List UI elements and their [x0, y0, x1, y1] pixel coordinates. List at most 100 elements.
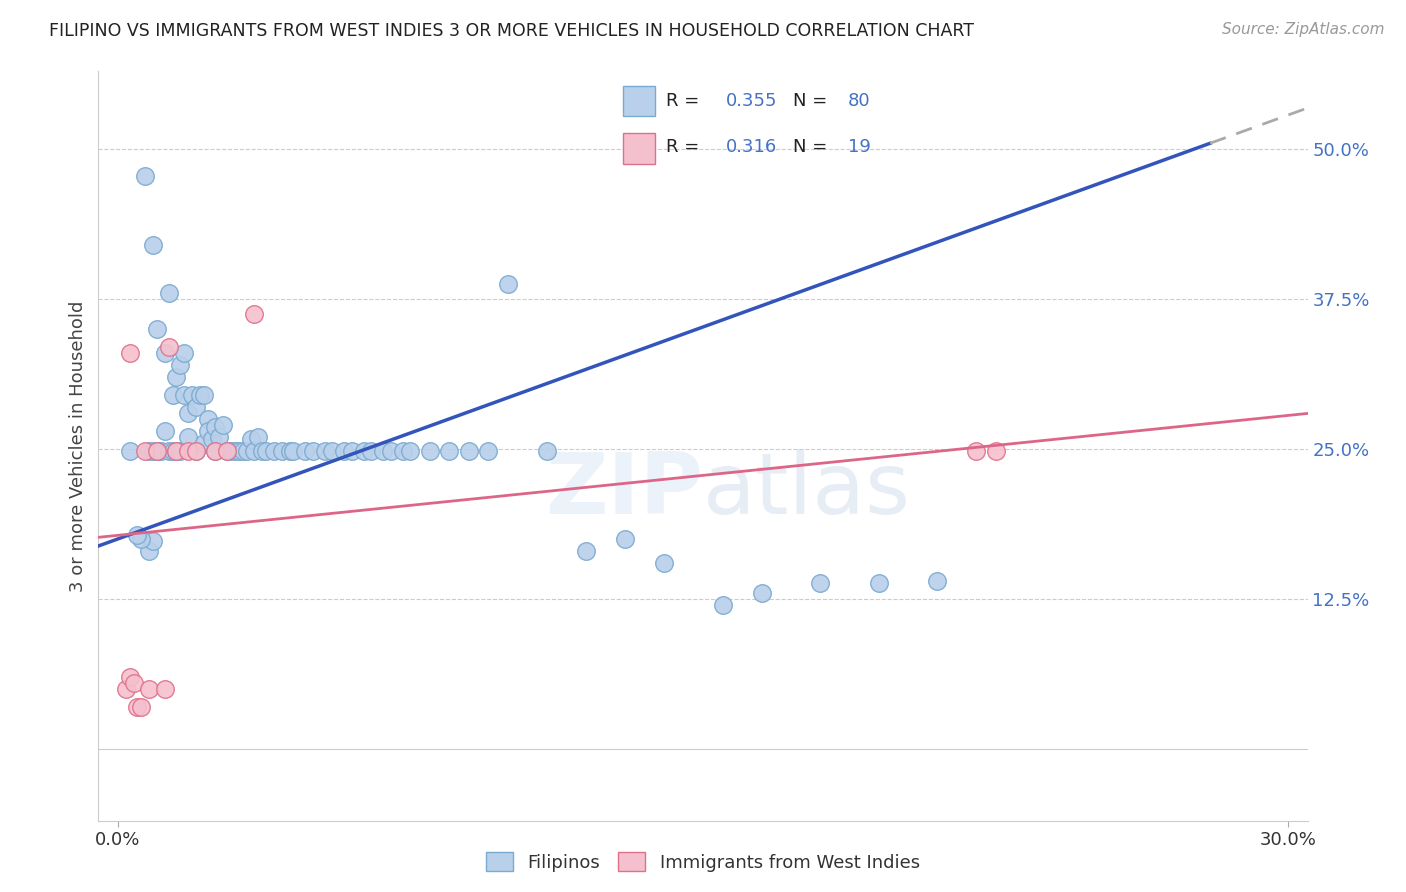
Point [984, 444, 1007, 458]
Point [122, 675, 145, 690]
Point [751, 586, 773, 600]
Text: R =: R = [666, 138, 706, 156]
Point [925, 574, 948, 588]
Point [204, 444, 226, 458]
Point [314, 444, 336, 458]
Point [200, 433, 222, 447]
Point [283, 444, 305, 458]
Point [142, 238, 165, 252]
Point [181, 388, 204, 402]
Point [118, 346, 141, 360]
Point [173, 346, 195, 360]
Point [184, 400, 207, 414]
Point [243, 444, 266, 458]
Text: FILIPINO VS IMMIGRANTS FROM WEST INDIES 3 OR MORE VEHICLES IN HOUSEHOLD CORRELAT: FILIPINO VS IMMIGRANTS FROM WEST INDIES … [49, 22, 974, 40]
Point [254, 444, 277, 458]
Point [114, 681, 136, 696]
Point [142, 444, 165, 458]
Point [477, 444, 499, 458]
Text: Source: ZipAtlas.com: Source: ZipAtlas.com [1222, 22, 1385, 37]
Legend: Filipinos, Immigrants from West Indies: Filipinos, Immigrants from West Indies [479, 846, 927, 879]
FancyBboxPatch shape [623, 133, 655, 163]
Point [652, 556, 675, 570]
Point [184, 444, 207, 458]
Point [157, 444, 180, 458]
Point [235, 444, 257, 458]
Point [458, 444, 481, 458]
Point [204, 444, 226, 458]
Point [157, 340, 180, 354]
Point [177, 444, 200, 458]
Point [391, 444, 413, 458]
Point [138, 681, 160, 696]
Point [294, 444, 316, 458]
Point [224, 444, 246, 458]
Point [127, 699, 149, 714]
Point [162, 388, 184, 402]
Point [252, 444, 274, 458]
Point [575, 544, 598, 558]
Point [614, 532, 637, 546]
Point [149, 444, 172, 458]
Point [868, 576, 890, 591]
Text: 0.316: 0.316 [725, 138, 776, 156]
Point [204, 420, 226, 434]
Point [263, 444, 285, 458]
Point [165, 444, 187, 458]
Text: ZIP: ZIP [546, 450, 703, 533]
Y-axis label: 3 or more Vehicles in Household: 3 or more Vehicles in Household [69, 301, 87, 591]
Point [118, 444, 141, 458]
Point [134, 444, 156, 458]
Point [184, 444, 207, 458]
Point [808, 576, 831, 591]
Point [169, 444, 191, 458]
Text: N =: N = [793, 138, 834, 156]
Point [134, 169, 156, 183]
Point [278, 444, 301, 458]
Point [193, 436, 215, 450]
Point [333, 444, 356, 458]
Point [399, 444, 422, 458]
Point [536, 444, 558, 458]
Point [212, 417, 235, 432]
Point [188, 388, 211, 402]
Point [153, 346, 176, 360]
Point [131, 532, 153, 546]
Point [243, 306, 266, 320]
Point [138, 544, 160, 558]
Point [131, 699, 153, 714]
Point [177, 430, 200, 444]
Point [353, 444, 375, 458]
Point [153, 424, 176, 438]
Point [965, 444, 987, 458]
Point [302, 444, 325, 458]
Point [419, 444, 441, 458]
Point [270, 444, 292, 458]
Point [173, 388, 195, 402]
Point [217, 444, 239, 458]
Text: atlas: atlas [703, 450, 911, 533]
Point [219, 444, 242, 458]
Point [439, 444, 461, 458]
Point [232, 444, 254, 458]
Point [373, 444, 395, 458]
FancyBboxPatch shape [623, 86, 655, 117]
Point [165, 444, 187, 458]
Point [146, 444, 169, 458]
Point [197, 424, 219, 438]
Point [146, 444, 169, 458]
Point [193, 388, 215, 402]
Point [360, 444, 382, 458]
Text: R =: R = [666, 92, 706, 110]
Point [217, 444, 239, 458]
Point [380, 444, 402, 458]
Point [321, 444, 343, 458]
Point [142, 534, 165, 549]
Point [340, 444, 363, 458]
Point [146, 322, 169, 336]
Point [153, 681, 176, 696]
Point [496, 277, 519, 291]
Text: 19: 19 [848, 138, 870, 156]
Text: 80: 80 [848, 92, 870, 110]
Point [165, 370, 187, 384]
